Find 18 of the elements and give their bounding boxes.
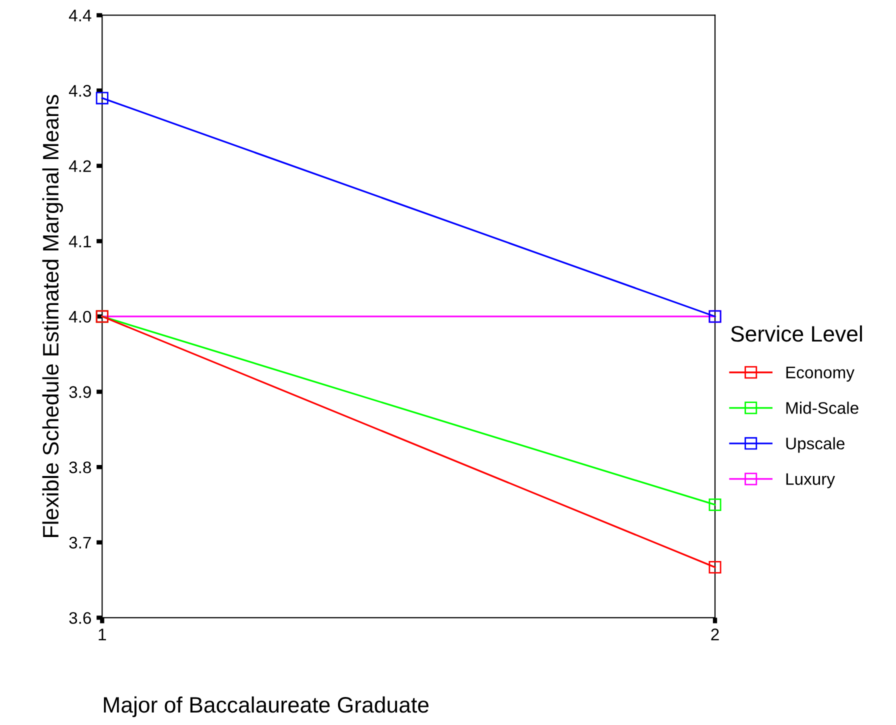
y-tick-label: 3.6 <box>69 612 91 624</box>
y-tick-label: 4.0 <box>68 310 92 323</box>
legend-label: Upscale <box>786 437 844 453</box>
x-axis-title: Major of Baccalaureate Graduate <box>104 696 428 718</box>
y-tick-label: 3.9 <box>69 386 91 398</box>
y-tick-label: 3.7 <box>69 536 91 549</box>
x-tick-label: 1 <box>98 628 106 640</box>
y-tick-label: 4.4 <box>68 10 92 22</box>
legend-label: Luxury <box>786 473 835 488</box>
y-tick-label: 4.1 <box>68 236 91 248</box>
legend-title: Service Level <box>731 325 862 342</box>
y-tick-label: 4.3 <box>68 84 91 97</box>
y-tick-label: 4.2 <box>68 160 91 172</box>
y-tick-label: 3.8 <box>69 461 92 474</box>
x-tick-label: 2 <box>711 628 719 640</box>
y-axis-title: Flexible Schedule Estimated Marginal Means <box>42 94 64 537</box>
legend-label: Mid-Scale <box>786 402 858 414</box>
legend-label: Economy <box>786 366 854 382</box>
